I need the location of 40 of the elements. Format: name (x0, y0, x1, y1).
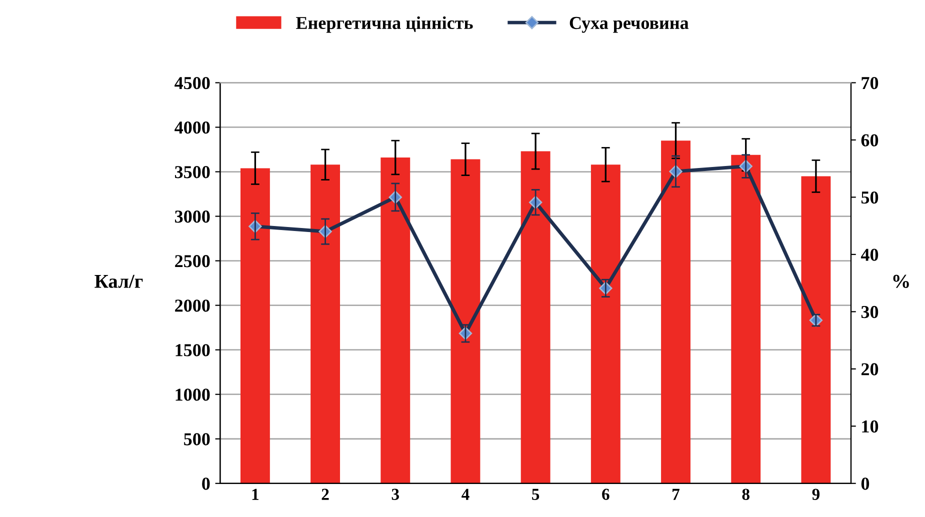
y-tick-label: 500 (184, 433, 210, 446)
x-tick-label: 9 (812, 488, 820, 500)
bar (240, 168, 270, 484)
y-tick-label: 1500 (176, 344, 210, 356)
y2-tick-label: 40 (860, 248, 878, 261)
bar (661, 140, 690, 484)
y2-tick-label: 60 (861, 134, 878, 146)
bar (520, 151, 550, 484)
x-tick-label: 1 (252, 488, 258, 500)
x-tick-label: 4 (462, 488, 470, 500)
x-tick-label: 6 (602, 488, 610, 500)
x-tick-label: 3 (392, 488, 399, 500)
bar (310, 164, 340, 484)
y-tick-label: 2000 (175, 300, 210, 312)
y2-tick-label: 20 (861, 363, 878, 376)
bar (731, 154, 761, 484)
bar (590, 164, 620, 484)
y-tick-label: 0 (202, 478, 210, 490)
y-tick-label: 1000 (176, 388, 210, 401)
y2-tick-label: 50 (861, 191, 878, 204)
x-tick-label: 2 (322, 488, 329, 500)
x-tick-label: 7 (672, 488, 680, 500)
y-tick-label: 3500 (174, 166, 210, 178)
y2-tick-label: 10 (862, 420, 878, 433)
bar (380, 158, 410, 484)
y-tick-label: 3000 (174, 210, 210, 223)
y2-tick-label: 30 (861, 306, 878, 318)
legend-label: Енергетична цінність (296, 16, 473, 33)
bar (450, 159, 480, 484)
y2-tick-label: 0 (861, 478, 870, 490)
legend-label: Суха речовина (570, 16, 689, 33)
y2-tick-label: 70 (862, 76, 878, 90)
y2-axis-title: % (893, 274, 909, 288)
y-tick-label: 2500 (175, 255, 210, 268)
bar (801, 176, 831, 484)
x-tick-label: 8 (742, 488, 750, 500)
x-tick-label: 5 (532, 488, 540, 500)
y-tick-label: 4000 (174, 121, 210, 134)
y-tick-label: 4500 (174, 76, 210, 90)
y-axis-title: Кал/г (94, 274, 143, 288)
